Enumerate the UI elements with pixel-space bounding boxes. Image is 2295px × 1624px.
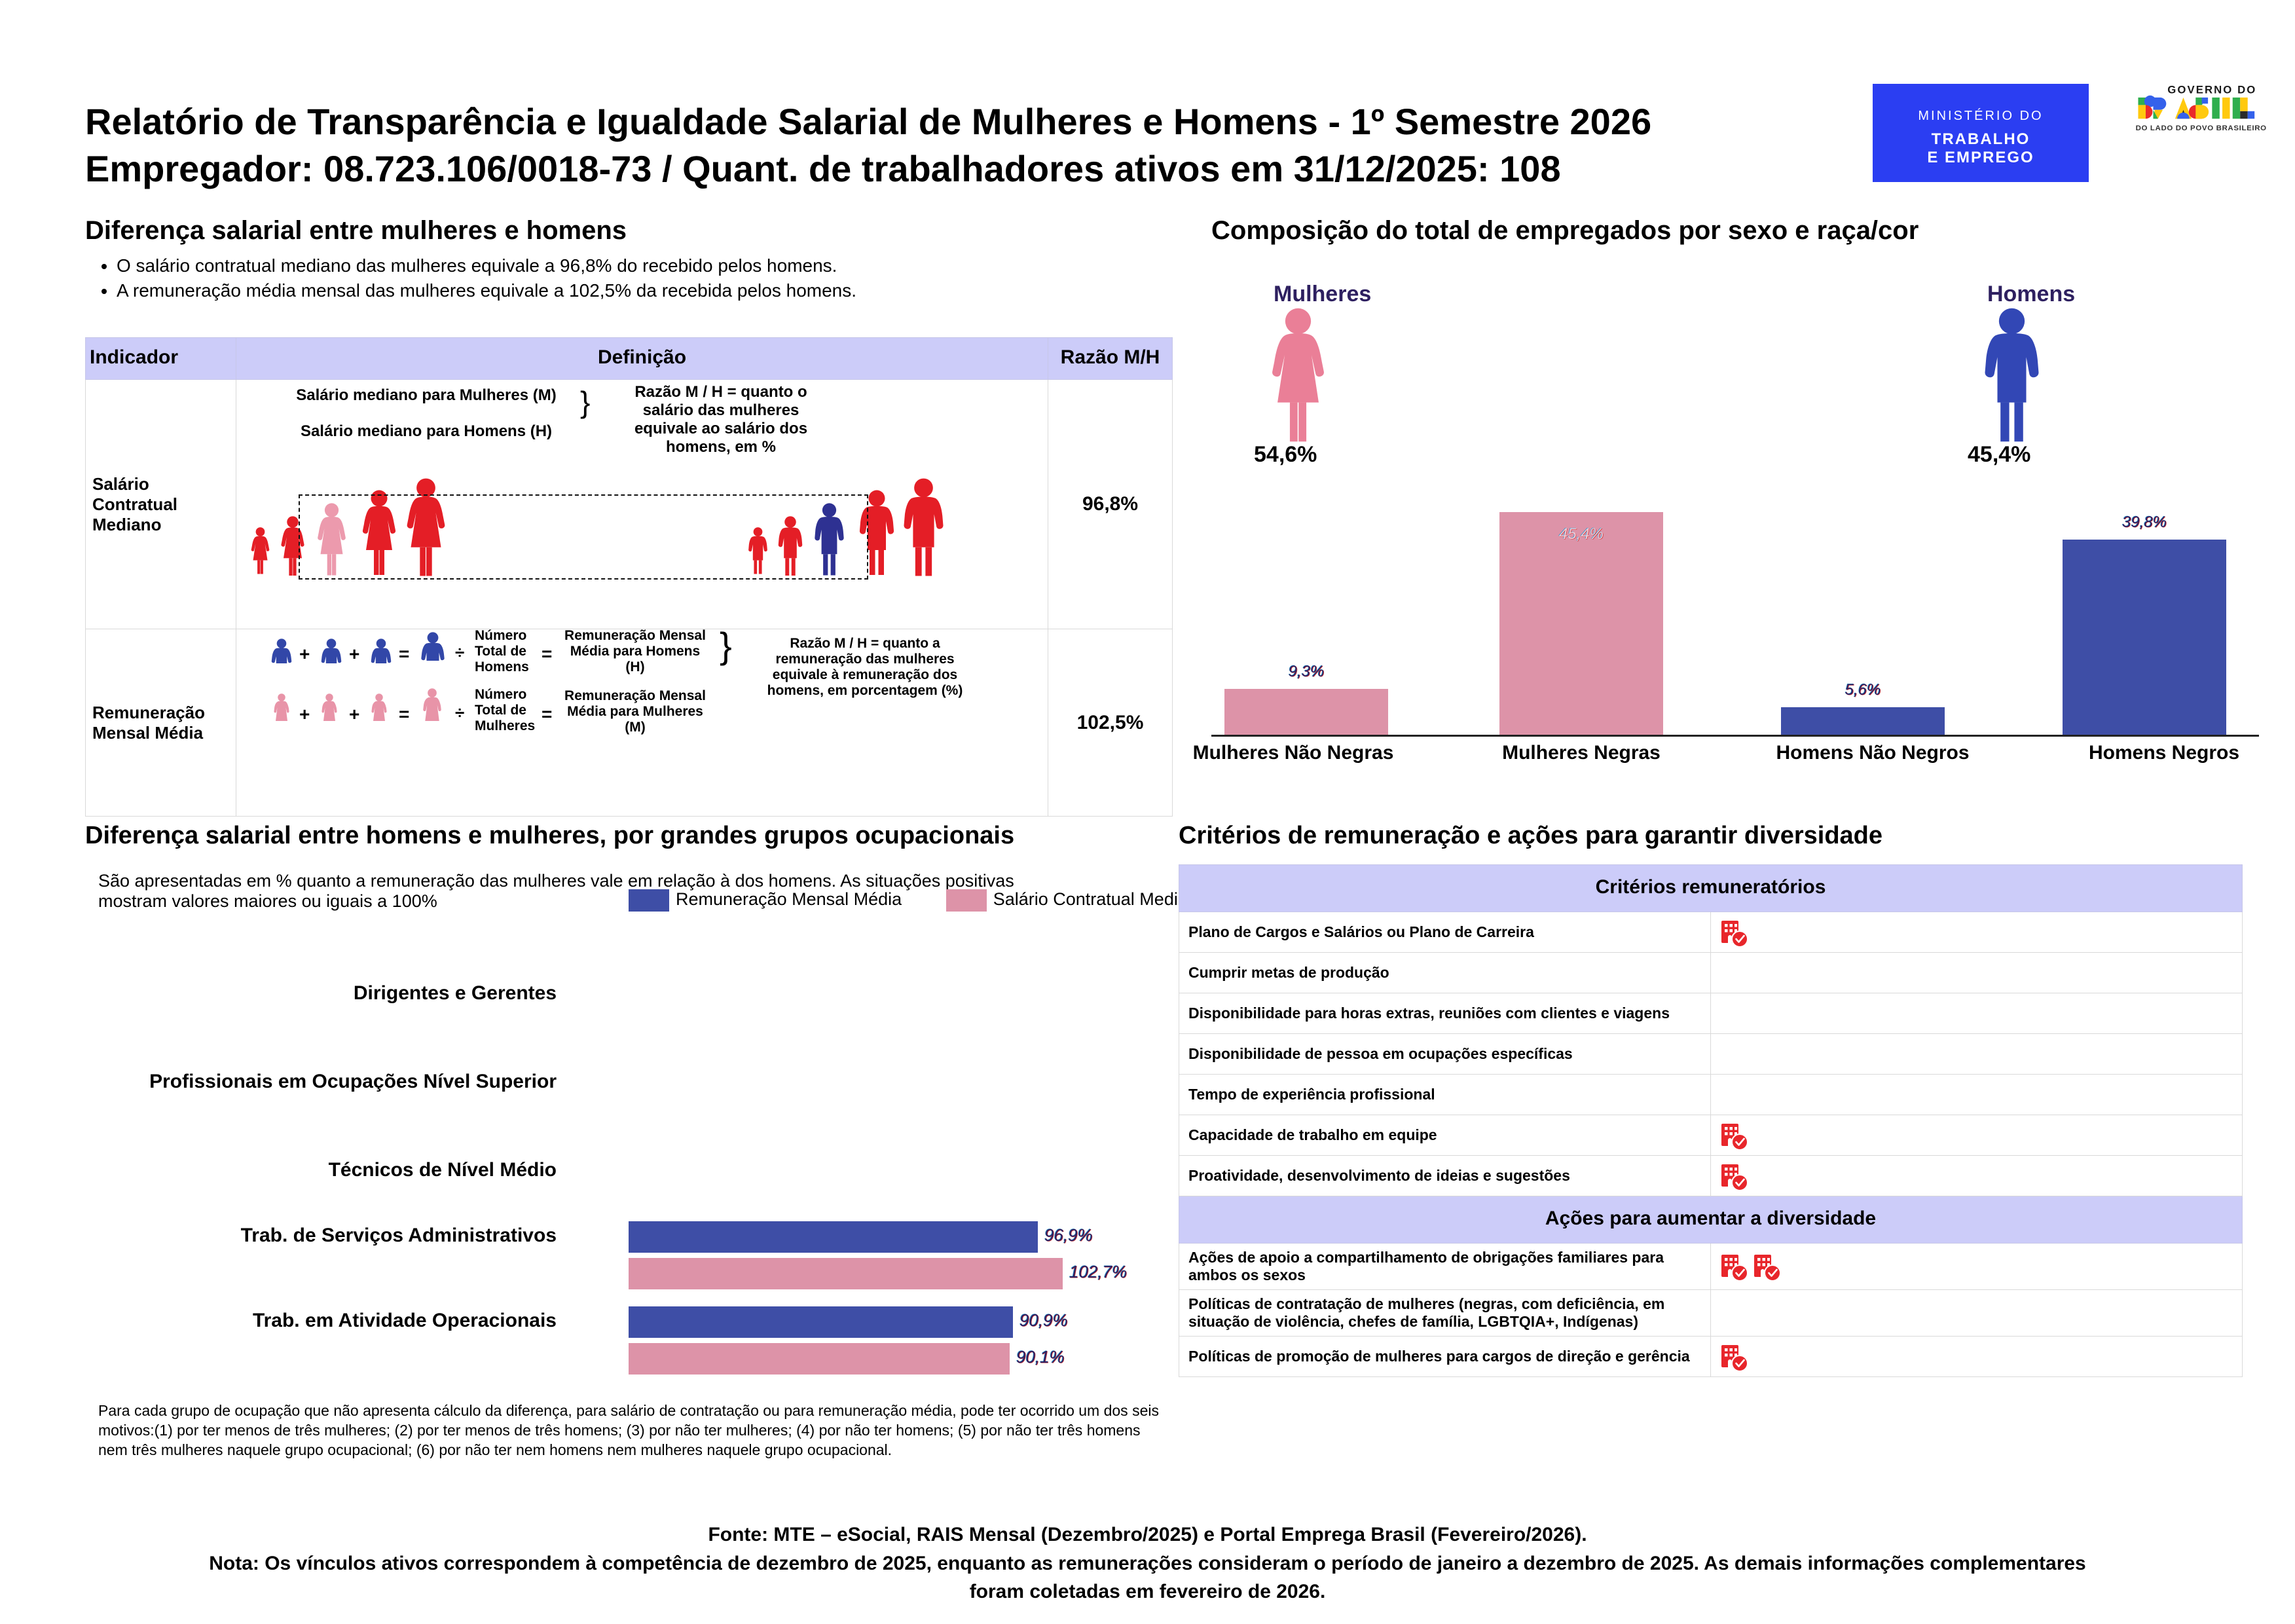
- svg-text:DO LADO DO POVO BRASILEIRO: DO LADO DO POVO BRASILEIRO: [2136, 124, 2267, 132]
- svg-text:GOVERNO DO: GOVERNO DO: [2167, 84, 2256, 96]
